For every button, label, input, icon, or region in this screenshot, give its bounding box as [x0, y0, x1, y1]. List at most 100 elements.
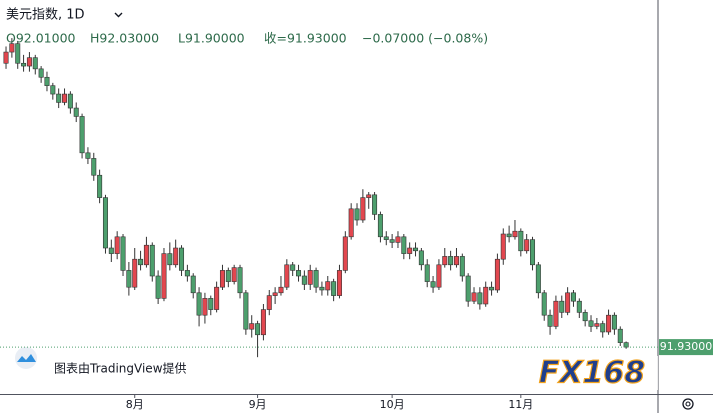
- candle-body: [272, 292, 278, 296]
- candle-body: [611, 314, 617, 330]
- candle-body: [266, 295, 272, 310]
- candle-body: [120, 236, 126, 271]
- candle-body: [430, 281, 436, 288]
- chart-title: 美元指数, 1D: [6, 8, 85, 23]
- candle-body: [278, 286, 284, 294]
- candle-body: [97, 174, 103, 198]
- interval-dropdown[interactable]: [114, 12, 123, 18]
- candles: [3, 38, 629, 358]
- candle-body: [108, 247, 114, 254]
- candle-body: [260, 309, 266, 336]
- candle-body: [319, 286, 325, 291]
- candle-body: [500, 233, 506, 260]
- candle-body: [190, 275, 196, 294]
- candle-body: [559, 300, 565, 313]
- candle-body: [465, 275, 471, 302]
- candle-body: [313, 270, 319, 288]
- candle-body: [32, 57, 38, 70]
- candle-body: [448, 256, 454, 266]
- candle-body: [459, 256, 465, 277]
- candle-body: [535, 264, 541, 294]
- watermark: 图表由TradingView提供: [54, 361, 187, 376]
- candle-body: [255, 323, 261, 336]
- candle-body: [208, 298, 214, 310]
- candle-body: [336, 270, 342, 296]
- candle-body: [372, 194, 378, 215]
- ohlc-item: H92.03000: [90, 31, 159, 46]
- tradingview-logo: [15, 347, 37, 369]
- candle-body: [38, 68, 44, 78]
- candle-body: [331, 281, 337, 296]
- candle-body: [553, 300, 559, 327]
- candle-body: [301, 275, 307, 285]
- ohlc-item: 收=91.93000: [264, 31, 347, 46]
- candle-body: [231, 267, 237, 282]
- settings-gear[interactable]: [682, 398, 694, 410]
- candle-body: [184, 270, 190, 277]
- candle-body: [395, 236, 401, 243]
- ohlc-item: −0.07000 (−0.08%): [362, 31, 488, 46]
- candle-body: [576, 300, 582, 313]
- candle-body: [366, 194, 372, 198]
- brand-backdrop: [526, 356, 658, 390]
- candle-body: [214, 286, 220, 310]
- x-tick-label: 9月: [249, 398, 267, 411]
- x-tick-label: 11月: [508, 398, 533, 411]
- candle-body: [512, 230, 518, 238]
- candle-body: [62, 93, 68, 103]
- candle-body: [132, 258, 138, 288]
- x-tick-label: 8月: [126, 398, 144, 411]
- candle-body: [138, 258, 144, 266]
- candle-body: [530, 239, 536, 266]
- candle-body: [3, 51, 9, 64]
- candle-body: [606, 314, 612, 333]
- candle-body: [494, 258, 500, 291]
- candle-body: [588, 320, 594, 327]
- candle-body: [114, 236, 120, 254]
- candle-body: [325, 281, 331, 291]
- candle-body: [360, 197, 366, 221]
- candle-body: [79, 116, 85, 154]
- ohlc-item: O92.01000: [6, 31, 76, 46]
- candle-body: [202, 298, 208, 316]
- candle-body: [9, 43, 15, 53]
- candle-body: [102, 197, 108, 249]
- candle-body: [21, 62, 27, 67]
- candle-body: [413, 247, 419, 252]
- ohlc-legend: O92.01000 H92.03000 L91.90000 收=91.93000 −0.…: [6, 31, 488, 46]
- candle-body: [489, 286, 495, 291]
- candle-body: [477, 292, 483, 305]
- candle-body: [342, 236, 348, 271]
- ohlc-item: L91.90000: [178, 31, 245, 46]
- candle-body: [284, 264, 290, 288]
- candle-body: [483, 286, 489, 305]
- candle-body: [348, 208, 354, 238]
- candle-body: [582, 312, 588, 322]
- candle-body: [196, 292, 202, 316]
- candle-body: [547, 314, 553, 327]
- candle-body: [249, 323, 255, 330]
- candle-body: [85, 152, 91, 159]
- candle-body: [307, 270, 313, 285]
- candle-body: [442, 256, 448, 266]
- candle-body: [471, 292, 477, 302]
- candle-body: [67, 93, 73, 109]
- x-tick-label: 10月: [380, 398, 405, 411]
- candle-body: [167, 253, 173, 266]
- candle-body: [436, 264, 442, 288]
- candle-body: [401, 236, 407, 254]
- candle-body: [418, 250, 424, 266]
- candle-body: [377, 214, 383, 238]
- candle-body: [290, 264, 296, 271]
- candle-body: [424, 264, 430, 282]
- brand-logo: FX168: [539, 356, 645, 391]
- candle-body: [518, 230, 524, 252]
- candle-body: [383, 236, 389, 240]
- candle-body: [541, 292, 547, 316]
- candle-body: [570, 292, 576, 302]
- candle-body: [50, 85, 56, 95]
- candle-body: [219, 270, 225, 288]
- candle-body: [91, 158, 97, 176]
- candle-body: [565, 292, 571, 313]
